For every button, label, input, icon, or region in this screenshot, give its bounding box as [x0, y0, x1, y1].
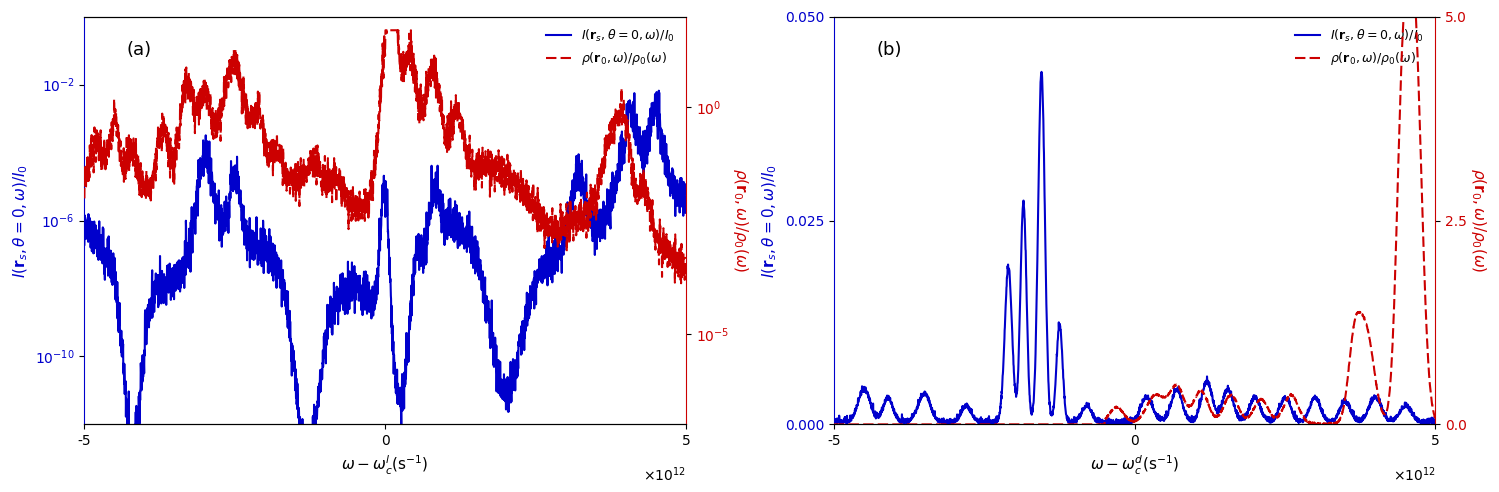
Legend: $I(\mathbf{r}_s, \theta=0, \omega)/I_0$, $\rho(\mathbf{r}_0, \omega)/\rho_0(\ome: $I(\mathbf{r}_s, \theta=0, \omega)/I_0$,…: [1291, 23, 1429, 72]
X-axis label: $\omega - \omega_c^d(\mathrm{s}^{-1})$: $\omega - \omega_c^d(\mathrm{s}^{-1})$: [1090, 454, 1180, 477]
X-axis label: $\omega - \omega_c^l(\mathrm{s}^{-1})$: $\omega - \omega_c^l(\mathrm{s}^{-1})$: [342, 454, 429, 477]
Y-axis label: $\rho(\mathbf{r}_0, \omega)/\rho_0(\omega)$: $\rho(\mathbf{r}_0, \omega)/\rho_0(\omeg…: [1469, 168, 1489, 273]
Y-axis label: $I(\mathbf{r}_s, \theta=0, \omega)/I_0$: $I(\mathbf{r}_s, \theta=0, \omega)/I_0$: [10, 163, 30, 277]
Legend: $I(\mathbf{r}_s, \theta=0, \omega)/I_0$, $\rho(\mathbf{r}_0, \omega)/\rho_0(\ome: $I(\mathbf{r}_s, \theta=0, \omega)/I_0$,…: [541, 23, 679, 72]
Text: (b): (b): [875, 41, 901, 59]
Text: $\times 10^{12}$: $\times 10^{12}$: [1393, 465, 1436, 484]
Text: $\times 10^{12}$: $\times 10^{12}$: [643, 465, 687, 484]
Y-axis label: $\rho(\mathbf{r}_0, \omega)/\rho_0(\omega)$: $\rho(\mathbf{r}_0, \omega)/\rho_0(\omeg…: [732, 168, 750, 273]
Y-axis label: $I(\mathbf{r}_s, \theta=0, \omega)/I_0$: $I(\mathbf{r}_s, \theta=0, \omega)/I_0$: [761, 163, 779, 277]
Text: (a): (a): [126, 41, 151, 59]
